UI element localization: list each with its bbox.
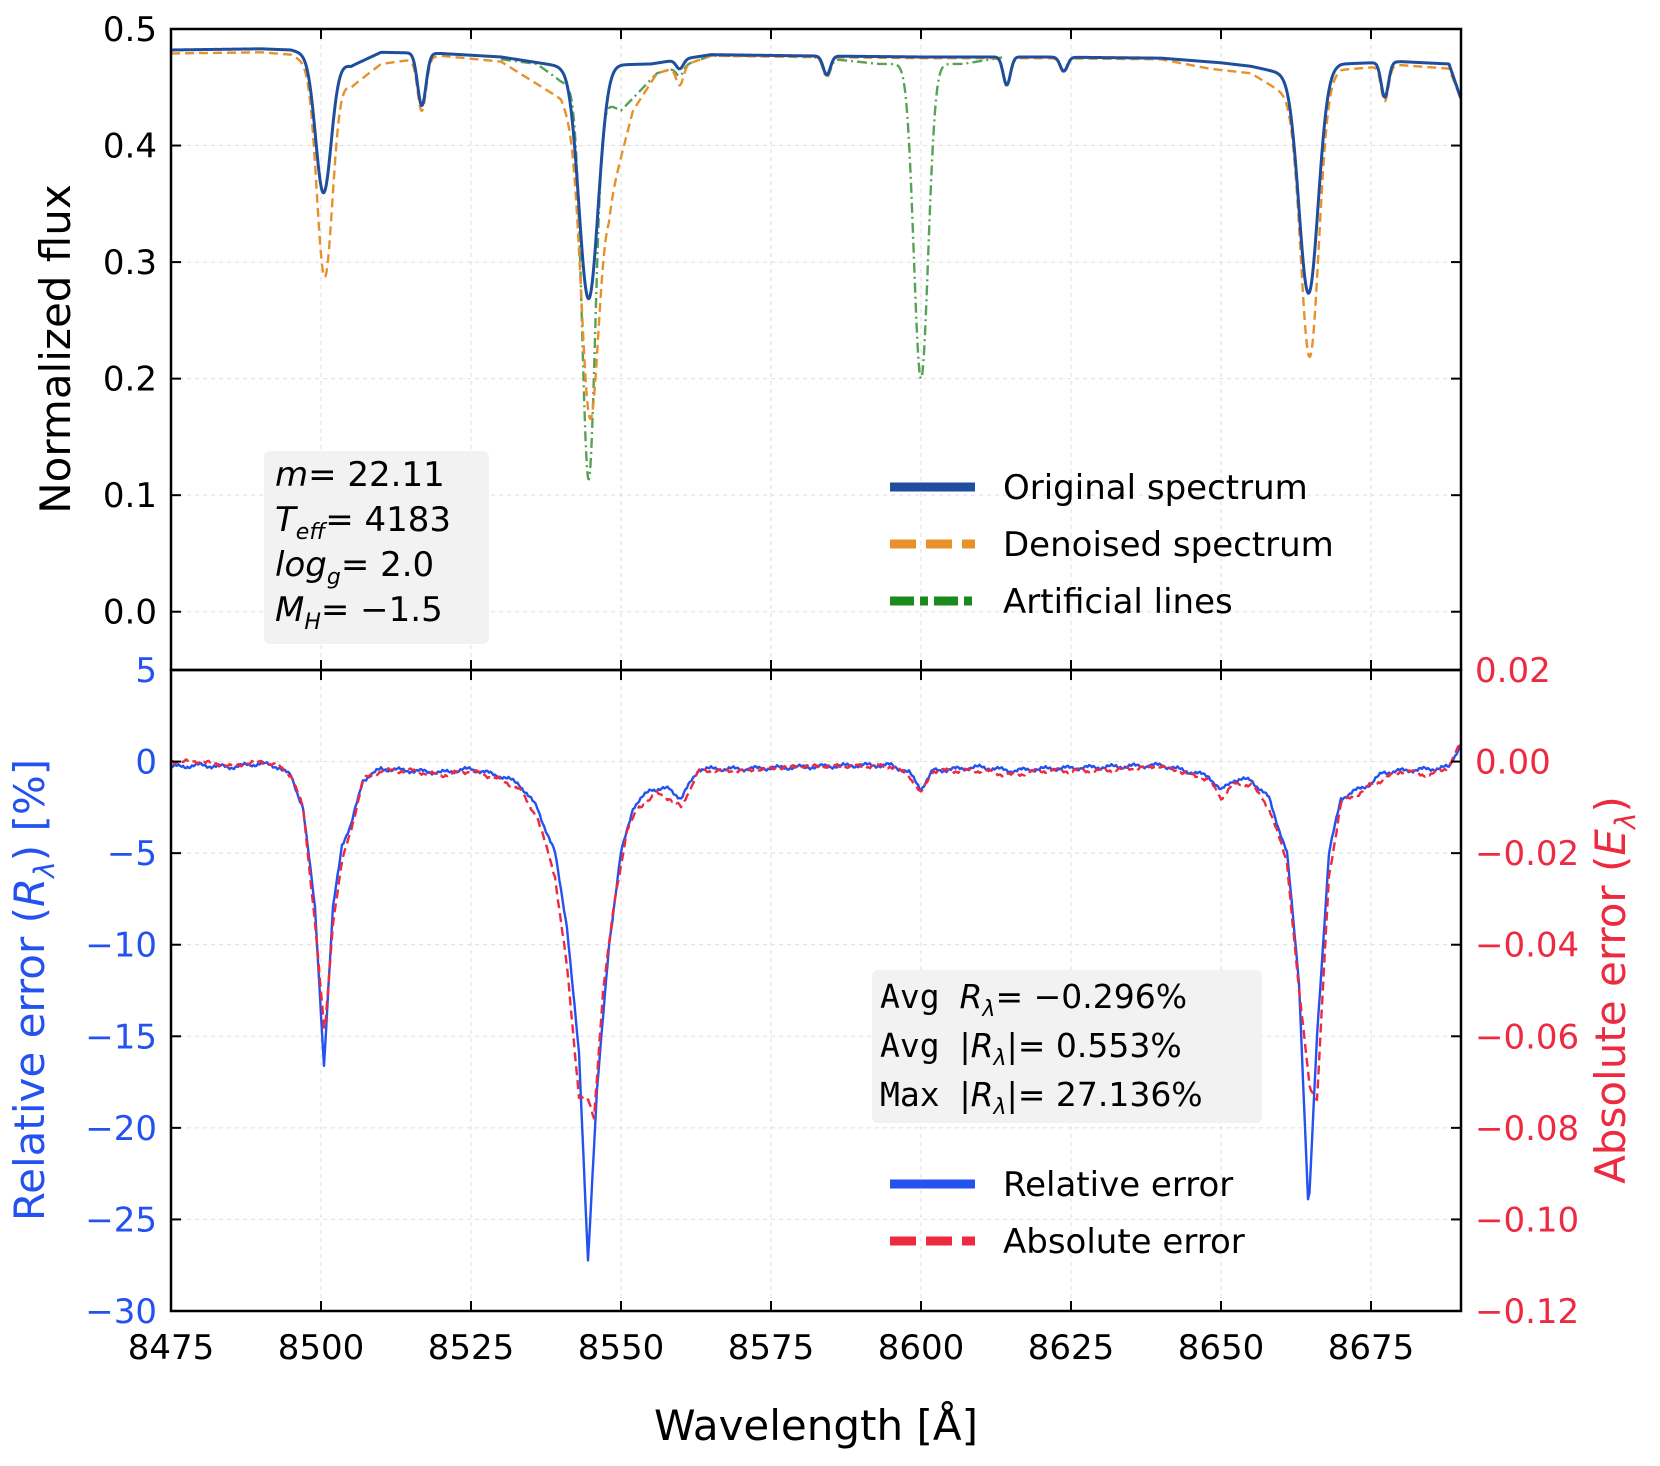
x-tick-label: 8650 — [1178, 1328, 1265, 1368]
bottom-legend: Relative error Absolute error — [890, 1165, 1245, 1262]
bottom-left-y-tick-label: −15 — [85, 1017, 157, 1057]
legend-label-relative-error: Relative error — [1003, 1165, 1233, 1205]
top-y-tick-label: 0.0 — [103, 593, 157, 633]
bottom-panel-series — [171, 741, 1461, 1262]
series-absolute-error — [171, 741, 1461, 1120]
annotation-max-abs-relative-error: Max |Rλ|= 27.136% — [880, 1075, 1203, 1120]
annotation-metallicity: MH= −1.5 — [275, 590, 443, 635]
top-y-axis-label: Normalized flux — [31, 184, 80, 513]
x-tick-label: 8475 — [128, 1328, 215, 1368]
top-panel: 0.0 0.1 0.2 0.3 0.4 0.5 m= 22.11 Teff= 4183 l… — [31, 10, 1461, 670]
bottom-right-y-tick-label: −0.08 — [1475, 1109, 1579, 1149]
legend-label-original: Original spectrum — [1003, 468, 1308, 508]
bottom-annotation-box: Avg Rλ= −0.296% Avg |Rλ|= 0.553% Max |Rλ… — [872, 970, 1262, 1123]
top-panel-ticks: 0.0 0.1 0.2 0.3 0.4 0.5 — [103, 10, 1461, 670]
bottom-left-y-tick-label: 0 — [135, 743, 157, 783]
x-axis-label: Wavelength [Å] — [654, 1400, 978, 1450]
top-y-tick-label: 0.4 — [103, 127, 157, 167]
annotation-logg: logg= 2.0 — [275, 545, 434, 590]
x-tick-label: 8525 — [428, 1328, 515, 1368]
annotation-avg-relative-error: Avg Rλ= −0.296% — [880, 977, 1187, 1022]
bottom-right-y-tick-label: −0.10 — [1475, 1200, 1579, 1240]
series-relative-error — [171, 743, 1461, 1262]
top-panel-series — [171, 47, 1461, 481]
bottom-left-y-tick-label: −5 — [107, 834, 157, 874]
top-y-tick-label: 0.3 — [103, 243, 157, 283]
bottom-annotation-background — [872, 970, 1262, 1123]
bottom-left-y-tick-label: −10 — [85, 926, 157, 966]
annotation-magnitude: m= 22.11 — [275, 455, 445, 495]
annotation-teff: Teff= 4183 — [275, 500, 451, 545]
x-tick-label: 8550 — [578, 1328, 665, 1368]
bottom-right-y-axis-label: Absolute error (Eλ) — [1586, 796, 1642, 1184]
top-y-tick-label: 0.2 — [103, 360, 157, 400]
annotation-avg-abs-relative-error: Avg |Rλ|= 0.553% — [880, 1026, 1182, 1071]
bottom-panel: 5 0 −5 −10 −15 −20 −25 −30 0.02 0.00 −0.02 −0.04 −0.… — [5, 651, 1642, 1450]
bottom-left-y-tick-label: −25 — [85, 1200, 157, 1240]
x-tick-label: 8500 — [278, 1328, 365, 1368]
legend-label-artificial: Artificial lines — [1003, 582, 1233, 622]
bottom-right-y-tick-label: −0.06 — [1475, 1017, 1579, 1057]
bottom-left-y-tick-label: −30 — [85, 1292, 157, 1332]
x-tick-label: 8625 — [1028, 1328, 1115, 1368]
bottom-panel-ticks: 5 0 −5 −10 −15 −20 −25 −30 0.02 0.00 −0.02 −0.04 −0.… — [85, 651, 1579, 1368]
bottom-left-y-tick-label: −20 — [85, 1109, 157, 1149]
legend-label-absolute-error: Absolute error — [1003, 1222, 1245, 1262]
legend-label-denoised: Denoised spectrum — [1003, 525, 1334, 565]
series-denoised-spectrum — [171, 51, 1461, 421]
bottom-left-y-tick-label: 5 — [135, 651, 157, 691]
top-legend: Original spectrum Denoised spectrum Arti… — [890, 468, 1334, 622]
series-artificial-lines — [500, 54, 1006, 481]
series-original-spectrum — [171, 47, 1461, 301]
bottom-right-y-tick-label: −0.02 — [1475, 834, 1579, 874]
top-y-tick-label: 0.1 — [103, 476, 157, 516]
top-y-tick-label: 0.5 — [103, 10, 157, 50]
bottom-panel-frame — [169, 668, 1463, 1313]
x-tick-label: 8675 — [1328, 1328, 1415, 1368]
bottom-right-y-tick-label: −0.12 — [1475, 1292, 1579, 1332]
bottom-right-y-tick-label: 0.02 — [1475, 651, 1551, 691]
bottom-right-y-tick-label: −0.04 — [1475, 926, 1579, 966]
top-annotation-box: m= 22.11 Teff= 4183 logg= 2.0 MH= −1.5 — [264, 451, 489, 644]
bottom-right-y-tick-label: 0.00 — [1475, 743, 1551, 783]
x-tick-label: 8575 — [728, 1328, 815, 1368]
x-tick-label: 8600 — [878, 1328, 965, 1368]
top-annotation-background — [264, 451, 489, 644]
bottom-left-y-axis-label: Relative error (Rλ) [%] — [5, 759, 61, 1221]
